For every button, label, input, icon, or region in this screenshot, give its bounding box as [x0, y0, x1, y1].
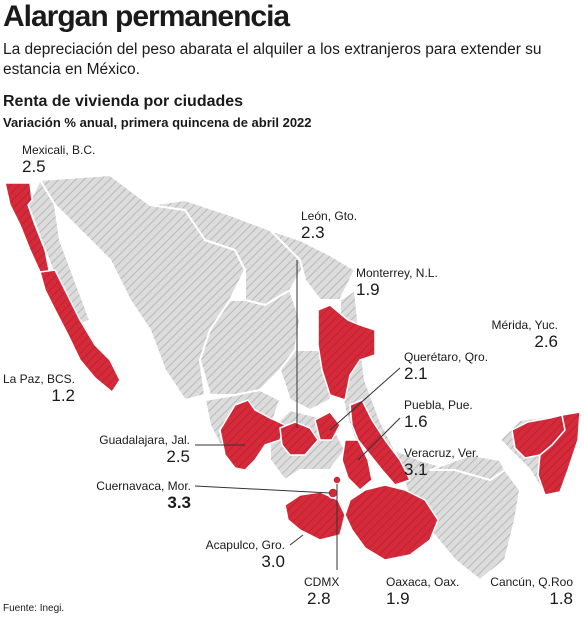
state-quintana-roo	[537, 411, 581, 496]
label-merida: Mérida, Yuc. 2.6	[470, 318, 558, 351]
label-city: Querétaro, Qro.	[404, 350, 489, 364]
label-la-paz: La Paz, BCS. 1.2	[2, 372, 75, 405]
label-value: 2.1	[404, 364, 428, 383]
label-value: 2.5	[166, 447, 190, 466]
label-value: 3.0	[261, 552, 285, 571]
leader-acapulco	[289, 534, 304, 546]
label-value: 2.5	[22, 157, 46, 176]
highlighted-states	[4, 182, 581, 561]
label-city: Acapulco, Gro.	[205, 538, 285, 552]
leader-lines	[194, 260, 401, 570]
label-city: Mérida, Yuc.	[491, 318, 558, 332]
label-value: 2.8	[307, 589, 331, 608]
label-value: 2.6	[534, 332, 558, 351]
state-oaxaca	[344, 484, 439, 561]
label-city: Puebla, Pue.	[404, 398, 473, 412]
label-monterrey: Monterrey, N.L. 1.9	[356, 266, 438, 299]
label-value: 1.9	[356, 280, 380, 299]
state-baja-california	[4, 182, 51, 276]
label-value: 1.6	[404, 412, 428, 431]
label-value: 1.9	[386, 589, 410, 608]
chart-title: Renta de vivienda por ciudades	[3, 93, 244, 110]
label-oaxaca: Oaxaca, Oax. 1.9	[386, 575, 459, 608]
label-city: Cuernavaca, Mor.	[96, 479, 191, 493]
state-queretaro	[314, 411, 341, 441]
state-puebla	[341, 439, 373, 491]
state-baja-california-sur	[39, 269, 121, 393]
label-value: 3.1	[404, 460, 428, 479]
label-city: Cancún, Q.Roo	[490, 575, 573, 589]
label-queretaro: Querétaro, Qro. 2.1	[404, 350, 488, 383]
leader-cuernavaca	[194, 485, 331, 494]
label-city: Monterrey, N.L.	[356, 266, 438, 280]
headline: Alargan permanencia	[3, 0, 290, 33]
label-acapulco: Acapulco, Gro. 3.0	[175, 538, 285, 571]
label-cdmx: CDMX 2.8	[304, 575, 339, 608]
label-city: CDMX	[304, 575, 340, 589]
label-cuernavaca: Cuernavaca, Mor. 3.3	[60, 479, 191, 512]
label-cancun: Cancún, Q.Roo 1.8	[470, 575, 573, 608]
region-chiapas-tabasco	[429, 454, 506, 481]
state-nuevo-leon	[317, 304, 376, 401]
label-puebla: Puebla, Pue. 1.6	[404, 398, 473, 431]
label-city: León, Gto.	[301, 209, 358, 223]
leader-puebla	[357, 417, 401, 461]
deck: La depreciación del peso abarata el alqu…	[3, 41, 542, 78]
label-city: Mexicali, B.C.	[22, 143, 96, 157]
label-value: 3.3	[167, 493, 191, 512]
label-mexicali: Mexicali, B.C. 2.5	[22, 143, 95, 176]
label-leon: León, Gto. 2.3	[301, 209, 357, 242]
label-city: Guadalajara, Jal.	[99, 433, 190, 447]
state-guerrero	[284, 491, 346, 541]
label-city: La Paz, BCS.	[2, 372, 75, 386]
leader-queretaro	[329, 367, 401, 431]
source-note: Fuente: Inegi.	[3, 603, 65, 614]
state-cdmx	[332, 475, 342, 485]
chart-subtitle: Variación % anual, primera quincena de a…	[3, 115, 312, 130]
label-value: 1.8	[549, 589, 573, 608]
label-value: 2.3	[301, 223, 325, 242]
label-city: Oaxaca, Oax.	[386, 575, 460, 589]
state-veracruz	[349, 399, 411, 486]
label-value: 1.2	[51, 386, 75, 405]
label-veracruz: Veracruz, Ver. 3.1	[404, 446, 479, 479]
label-city: Veracruz, Ver.	[404, 446, 479, 460]
label-guadalajara: Guadalajara, Jal. 2.5	[70, 433, 190, 466]
state-jalisco	[219, 399, 286, 471]
